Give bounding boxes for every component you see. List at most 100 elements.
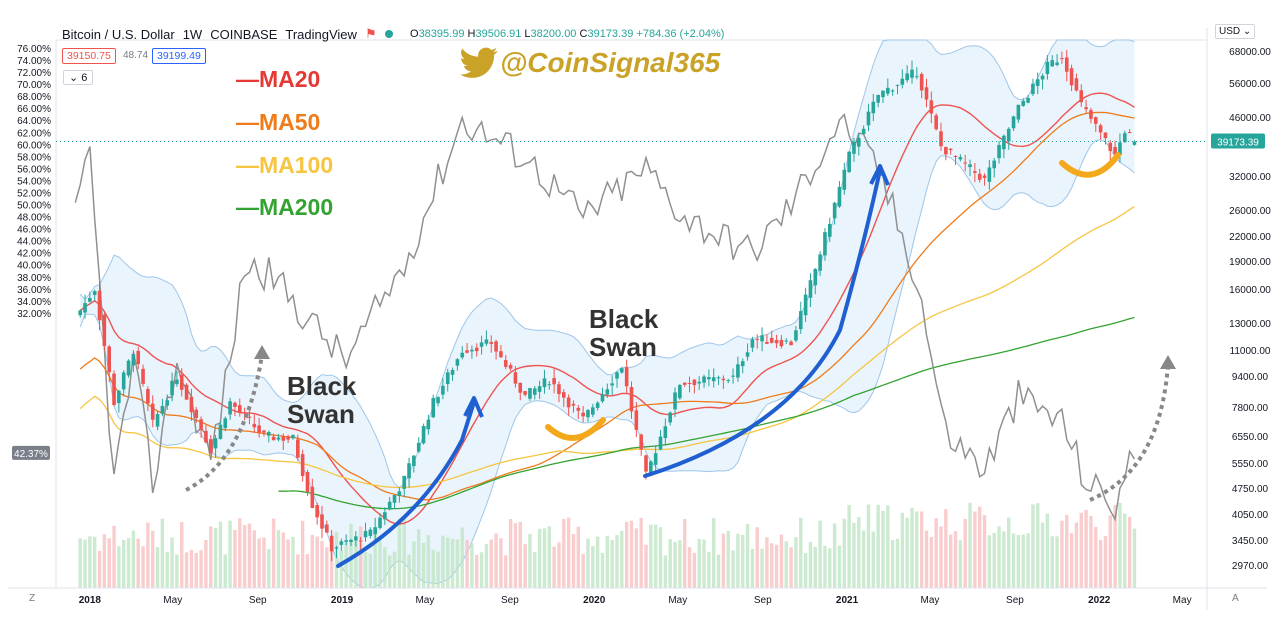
candle-body [1074,78,1079,91]
candle-body [818,254,822,271]
volume-bar [997,526,1001,588]
time-tick-label: Sep [1006,595,1024,606]
volume-bar [247,523,252,588]
candle-body [1040,75,1045,80]
volume-bar [779,534,784,588]
volume-bar [1069,533,1074,588]
candle-body [852,141,856,154]
volume-bar [692,552,697,588]
dotted-arrowhead [1160,355,1176,369]
rsi-tick-label: 40.00% [17,261,51,272]
open-value: 38395.99 [418,28,465,40]
volume-bar [586,538,590,588]
candle-body [155,414,160,427]
candle-body [528,388,532,399]
candle-body [1031,83,1035,95]
candle-body [726,380,731,382]
symbol-name[interactable]: Bitcoin / U.S. Dollar [62,26,175,42]
moving-averages [79,92,1135,525]
volume-bar [199,550,203,588]
candle-body [973,171,977,173]
candle-body [552,378,556,385]
rsi-tick-label: 48.00% [17,213,51,224]
volume-bar [682,519,687,588]
candle-body [503,360,508,367]
corner-left[interactable]: Z [29,593,36,604]
volume-bar [494,533,498,588]
sell-price-box[interactable]: 39150.75 [62,48,116,64]
candle-body [204,430,208,443]
volume-bar [397,518,402,588]
volume-bar [267,549,271,588]
indicator-toggle[interactable]: ⌄ 6 [63,70,94,85]
candle-body [595,402,600,408]
volume-bar [678,540,682,588]
volume-bar [450,538,455,588]
candle-body [97,290,102,321]
volume-bar [107,538,111,588]
volume-bar [368,553,373,588]
volume-bar [963,518,967,588]
volume-bar [417,529,421,588]
candle-body [208,439,213,454]
volume-bar [194,553,198,588]
candle-body [881,90,885,98]
candle-body [131,354,136,366]
volume-bar [1016,534,1021,588]
volume-bar [1118,502,1122,588]
volume-bar [736,533,740,588]
volume-bar [542,528,547,588]
dotted-forecast-arrow [1089,364,1170,502]
volume-bar [112,525,116,588]
volume-bar [576,526,581,588]
candle-body [354,536,358,541]
price-tick-label: 26000.00 [1229,206,1271,217]
volume-bar [910,507,914,588]
legend-ma50: —MA50 [236,109,321,135]
corner-right[interactable]: A [1232,593,1239,604]
candle-body [721,378,726,381]
candle-body [281,436,286,441]
time-tick-label: May [415,595,434,606]
dotted-arrowhead [254,345,270,359]
candle-body [257,425,261,433]
volume-bar [973,511,977,588]
candle-body [146,388,150,404]
candle-body [624,367,629,387]
volume-bar [242,525,247,588]
buy-price-box[interactable]: 39199.49 [152,48,206,64]
candle-body [895,84,900,86]
volume-bar [1011,533,1016,588]
candle-body [769,337,774,343]
volume-bar [1055,536,1059,588]
candle-body [213,438,218,449]
currency-select[interactable]: USD ⌄ [1215,24,1256,39]
volume-bar [915,511,919,588]
time-tick-label: 2022 [1088,595,1111,606]
candle-body [199,419,203,430]
volume-bar [1040,522,1045,588]
volume-bar [78,538,82,588]
uptrend-arrowhead [463,396,484,418]
volume-bar [175,554,179,588]
volume-bar [673,541,677,588]
symbol-header: Bitcoin / U.S. Dollar 1W COINBASE Tradin… [62,26,393,42]
volume-bar [315,536,319,588]
volume-bar [523,544,527,588]
dotted-forecast-arrow [185,354,264,492]
candle-body [823,232,827,256]
interval-label[interactable]: 1W [182,26,203,42]
volume-bar [387,555,392,588]
flag-icon[interactable]: ⚑ [364,26,377,41]
candle-body [740,361,745,367]
candle-body [349,540,353,543]
volume-bar [765,537,769,588]
price-tick-label: 4050.00 [1232,510,1269,521]
candle-body [271,436,276,441]
volume-bar [1108,515,1112,588]
volume-bar [653,524,658,588]
candle-body [378,517,382,528]
volume-bar [702,539,706,588]
candle-body [310,486,315,508]
